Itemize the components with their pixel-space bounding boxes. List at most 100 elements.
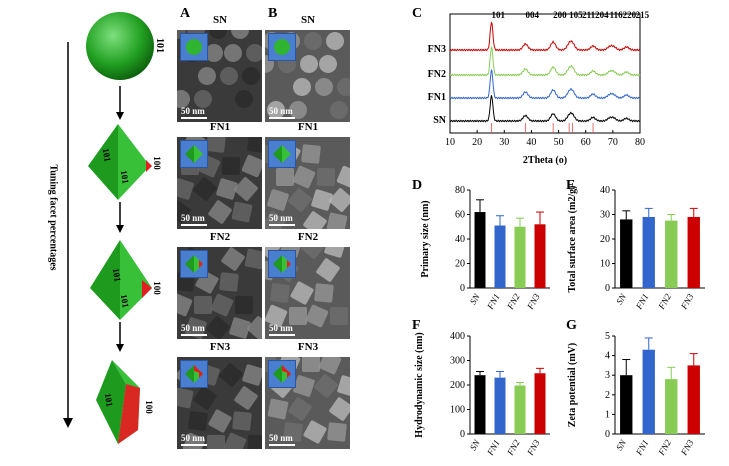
category-label: SN <box>468 437 482 452</box>
y-axis-label: Primary size (nm) <box>420 200 431 277</box>
tem-image-fn2: 50 nm <box>177 247 262 339</box>
scale-bar: 50 nm <box>181 213 207 226</box>
bar-fn2 <box>514 226 526 288</box>
bar-fn3 <box>534 224 546 288</box>
category-label: SN <box>468 291 482 306</box>
y-tick-label: 2 <box>605 390 610 401</box>
scale-bar: 50 nm <box>181 106 207 119</box>
y-tick-label: 60 <box>455 210 465 221</box>
y-tick-label: 400 <box>450 331 465 342</box>
fn2-facet-101b: 101 <box>118 293 131 309</box>
y-tick-label: 5 <box>605 331 610 342</box>
scale-bar: 50 nm <box>269 213 295 226</box>
xrd-tick-label: 60 <box>581 137 591 148</box>
y-tick-label: 1 <box>605 409 610 420</box>
scale-bar: 50 nm <box>269 106 295 119</box>
tem-inset-sn <box>180 33 208 61</box>
y-tick-label: 300 <box>450 356 465 367</box>
xrd-tick-label: 10 <box>445 137 455 148</box>
y-tick-label: 100 <box>450 405 465 416</box>
tuning-arrow-head <box>63 418 73 428</box>
category-label: FN2 <box>505 438 522 458</box>
y-tick-label: 3 <box>605 370 610 381</box>
bar-chart-primary-size: 0 20 40 60 80 SN FN1 FN2 FN3 Primary size (nm) <box>420 185 550 312</box>
xrd-series-fn3 <box>449 21 641 52</box>
tem-label-fn2: FN2 <box>209 231 231 243</box>
tem-label-fn3: FN3 <box>209 341 231 353</box>
panel-letter-g: G <box>566 318 577 333</box>
xrd-peak-label: 200 <box>553 10 567 20</box>
xrd-peak-label: 211 <box>582 10 596 20</box>
xrd-peak-label: 105 <box>569 10 583 20</box>
fn3-facet-100: 100 <box>143 400 154 414</box>
xrd-frame <box>449 13 641 134</box>
tem-inset-fn1 <box>180 140 208 168</box>
y-tick-label: 4 <box>605 351 610 362</box>
xrd-series-label-fn3: FN3 <box>428 44 446 55</box>
bar-fn2 <box>665 220 678 288</box>
bar-chart-hydrodynamic-size: 0 100 200 300 400 SN FN1 FN2 FN3 Hydrodynamic siz… <box>414 331 550 458</box>
bar-sn <box>620 219 633 288</box>
y-tick-label: 40 <box>455 234 465 245</box>
category-label: FN2 <box>656 438 673 458</box>
y-tick-label: 200 <box>450 380 465 391</box>
bar-fn1 <box>642 216 655 288</box>
tem-image-fn1: 50 nm <box>177 137 262 229</box>
bar-sn <box>474 212 486 288</box>
scale-bar: 50 nm <box>181 433 207 446</box>
xrd-tick-label: 50 <box>554 137 564 148</box>
bar-sn <box>620 375 633 434</box>
sem-label-fn3: FN3 <box>297 341 319 353</box>
xrd-tick-label: 40 <box>526 137 536 148</box>
bar-fn1 <box>494 225 506 288</box>
xrd-peak-label: 215 <box>636 10 650 20</box>
y-tick-label: 0 <box>605 283 610 294</box>
xrd-peak-label: 204 <box>595 10 609 20</box>
sem-image-fn1: 50 nm <box>265 137 350 229</box>
tem-image-fn3: 50 nm <box>177 357 262 449</box>
sem-image-fn3: 50 nm <box>265 357 350 449</box>
y-tick-label: 80 <box>455 185 465 196</box>
tem-inset-fn3 <box>180 360 208 388</box>
sem-label-fn2: FN2 <box>297 231 319 243</box>
sphere-facet-label: 101 <box>154 38 165 53</box>
xrd-tick-label: 20 <box>472 137 482 148</box>
xrd-peak-label: 004 <box>525 10 539 20</box>
bar-chart-zeta-potential: 0 1 2 3 4 5 SN FN1 FN2 FN3 Zeta potential (mV) <box>567 331 705 458</box>
scale-bar: 50 nm <box>269 323 295 336</box>
y-axis-label: Total surface area (m2/g) <box>567 186 578 293</box>
panel-letter-b: B <box>268 6 278 21</box>
y-tick-label: 40 <box>600 185 610 196</box>
y-tick-label: 30 <box>600 210 610 221</box>
category-label: FN1 <box>633 292 650 312</box>
sem-inset-fn2 <box>268 250 296 278</box>
fn1-facet-101b: 101 <box>118 169 131 185</box>
bar-sn <box>474 375 486 434</box>
bar-chart-surface-area: 0 10 20 30 40 SN FN1 FN2 FN3 Total surface area (… <box>567 185 705 312</box>
tem-image-sn: 50 nm <box>177 30 262 122</box>
category-label: FN3 <box>678 292 695 312</box>
sem-inset-fn1 <box>268 140 296 168</box>
category-label: SN <box>614 437 628 452</box>
bar-fn3 <box>687 216 700 288</box>
category-label: FN1 <box>633 438 650 458</box>
y-tick-label: 20 <box>600 234 610 245</box>
xrd-tick-label: 30 <box>499 137 509 148</box>
xrd-peak-label: 116 <box>610 10 624 20</box>
y-tick-label: 10 <box>600 259 610 270</box>
y-axis-label: Hydrodynamic size (nm) <box>414 332 425 437</box>
xrd-xlabel: 2Theta (o) <box>523 155 567 166</box>
octahedron-fn3 <box>96 360 140 444</box>
sphere-nanoparticle <box>86 12 154 80</box>
xrd-series-fn2 <box>449 45 641 77</box>
bar-fn2 <box>665 379 678 434</box>
panel-letter-a: A <box>180 6 191 21</box>
xrd-series-label-fn1: FN1 <box>428 92 446 103</box>
bar-fn1 <box>642 349 655 434</box>
fn3-facet-101: 101 <box>102 392 115 408</box>
sem-inset-fn3 <box>268 360 296 388</box>
panel-letter-e: E <box>566 178 576 193</box>
category-label: SN <box>614 291 628 306</box>
fn1-facet-101: 101 <box>100 147 113 163</box>
category-label: FN3 <box>525 438 542 458</box>
